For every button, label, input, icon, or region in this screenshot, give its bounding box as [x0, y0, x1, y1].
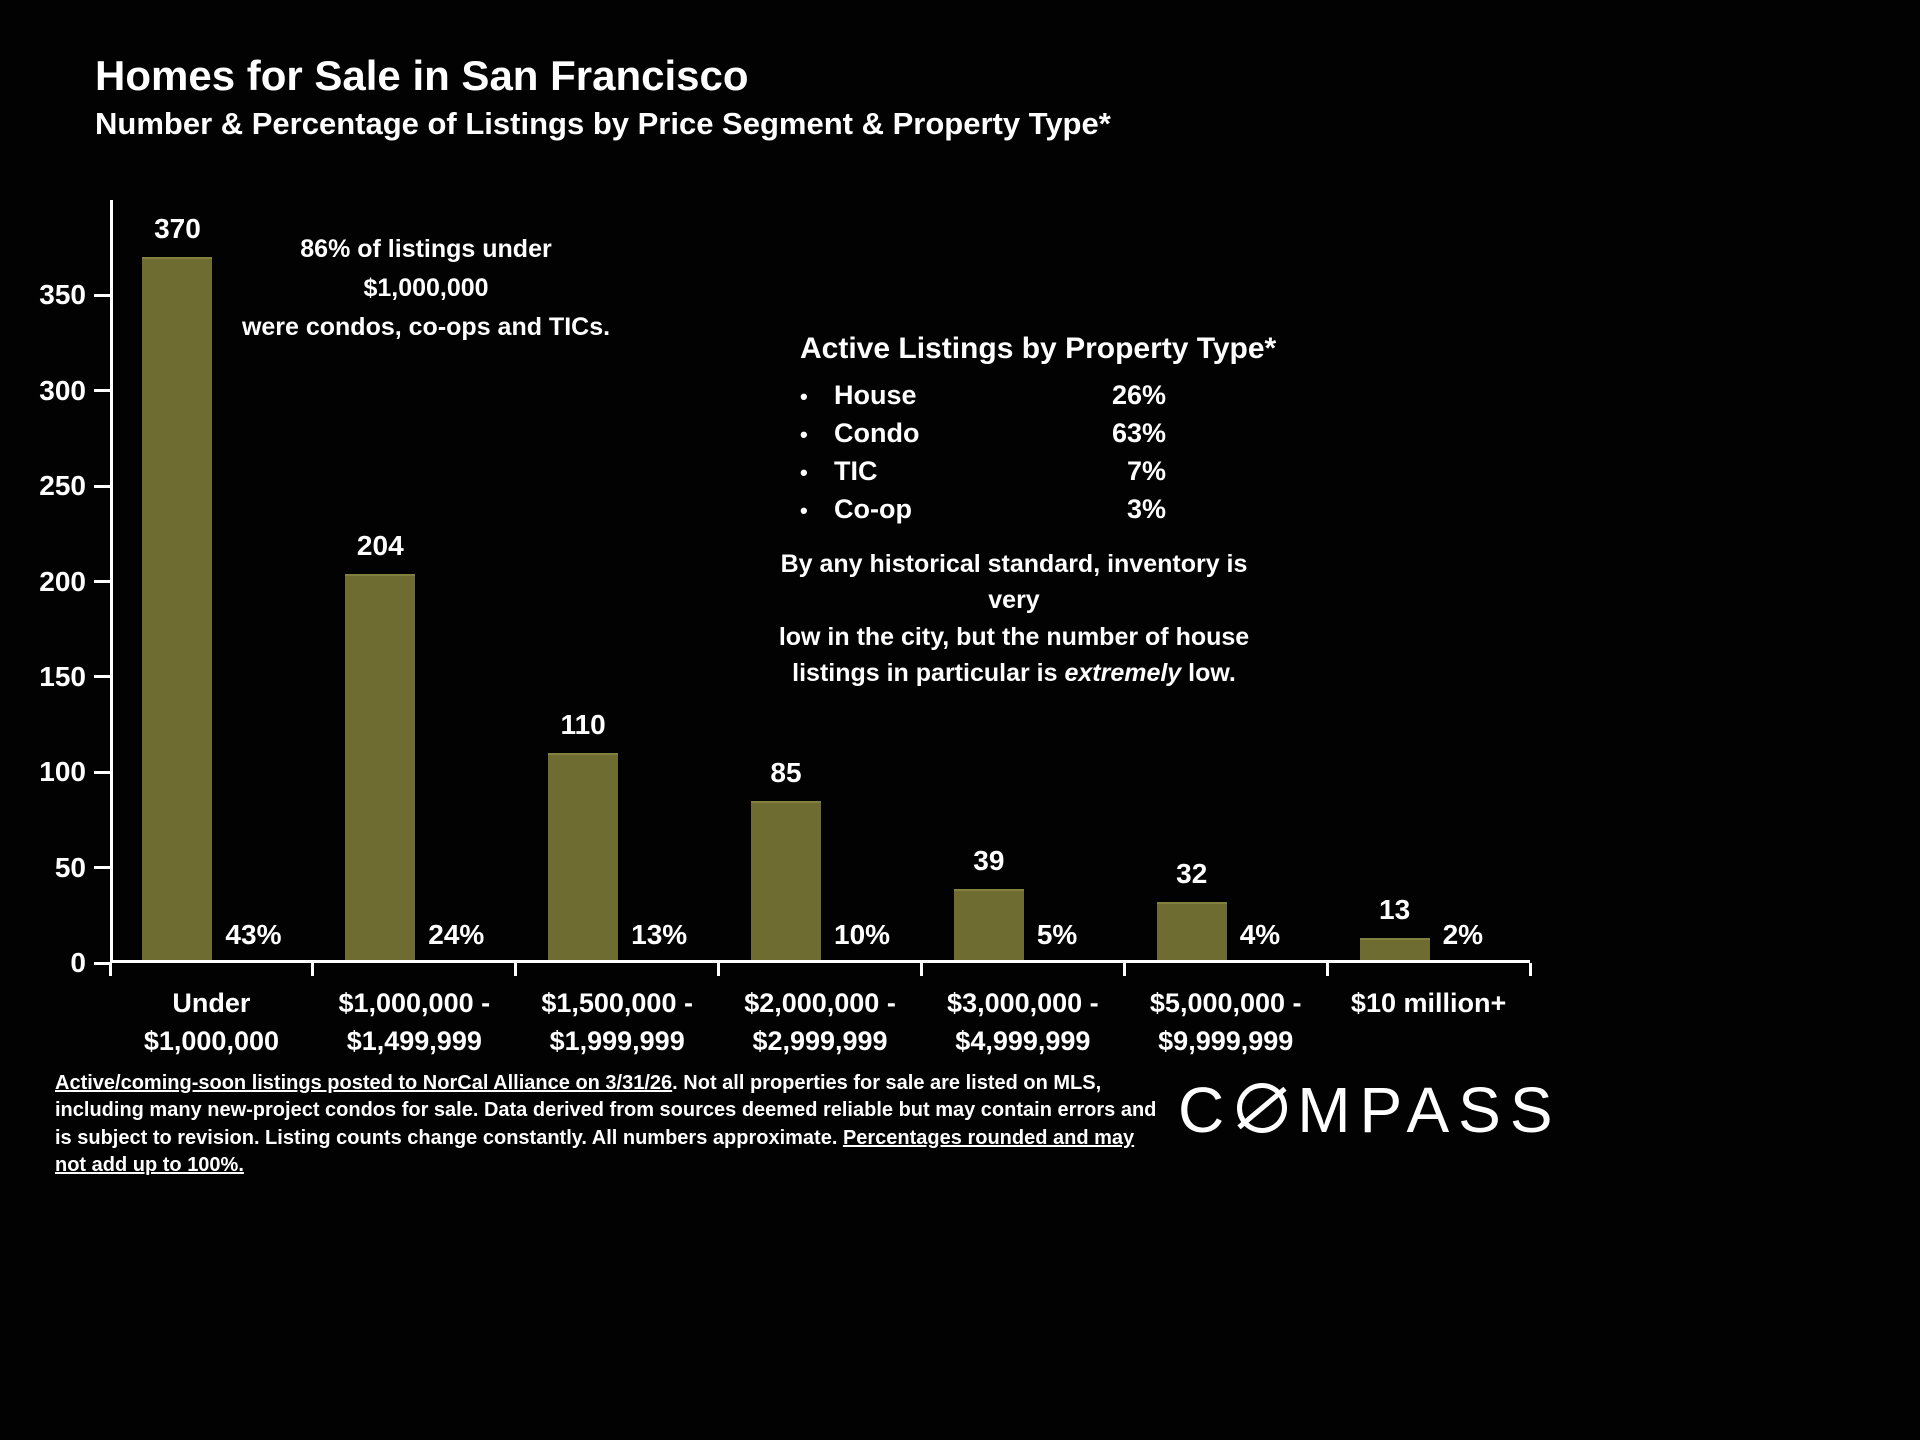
property-type-label: House [834, 380, 917, 410]
x-axis-line [110, 960, 1530, 963]
footnote-underlined-source: Active/coming-soon listings posted to No… [55, 1072, 673, 1094]
bar-value-label: 39 [973, 845, 1005, 876]
property-type-label: TIC [834, 456, 878, 486]
annotation-inventory-emphasis: extremely [1064, 658, 1182, 687]
bar-group: 32 4% $5,000,000 - $9,999,999 [1124, 200, 1327, 1056]
property-type-label: Co-op [834, 494, 912, 524]
x-tick-mark [1325, 963, 1329, 976]
property-type-row: • Co-op 3% [800, 494, 1166, 525]
footnote-underlined-percentages: Percentages rounded and may not add up t… [55, 1126, 1135, 1177]
y-tick-mark [94, 293, 110, 297]
bar [345, 574, 416, 963]
property-type-title: Active Listings by Property Type* [800, 332, 1277, 365]
y-tick-mark [94, 580, 110, 583]
y-tick-label: 150 [39, 660, 86, 692]
footnote: Active/coming-soon listings posted to No… [55, 1070, 1170, 1180]
logo-letters-mpass: MPASS [1297, 1074, 1562, 1146]
y-tick-mark [94, 770, 110, 774]
property-type-row: • TIC 7% [800, 456, 1166, 487]
x-axis-category-label: $1,500,000 - $1,999,999 [541, 988, 693, 1056]
bar-group: 204 24% $1,000,000 - $1,499,999 [313, 200, 516, 1056]
bar-percent-label: 10% [834, 919, 891, 950]
property-type-row: • Condo 63% [800, 418, 1166, 449]
bar [1359, 938, 1430, 963]
bullet-icon: • [800, 460, 808, 485]
page-title: Homes for Sale in San Francisco [95, 52, 749, 99]
bar-value-label: 85 [770, 757, 802, 788]
y-tick-label: 50 [54, 851, 86, 883]
property-type-percent: 7% [1126, 456, 1166, 486]
y-tick-mark [94, 389, 110, 393]
y-tick-label: 200 [39, 565, 86, 597]
x-tick-mark [1528, 963, 1532, 976]
bar [953, 889, 1024, 963]
bar-value-label: 370 [154, 213, 201, 244]
x-axis-category-label: $3,000,000 - $4,999,999 [947, 988, 1099, 1056]
bar-group: 110 13% $1,500,000 - $1,999,999 [516, 200, 719, 1056]
property-type-percent: 63% [1111, 418, 1166, 448]
annotation-inventory-text-end: low. [1181, 658, 1236, 687]
property-type-list: • House 26% • Condo 63% • TIC 7% • Co-op 3% [800, 380, 1166, 525]
y-tick-label: 250 [39, 470, 86, 502]
annotation-inventory: By any historical standard, inventory is… [752, 546, 1276, 691]
y-axis-line [110, 200, 113, 963]
y-tick-label: 350 [39, 279, 86, 311]
property-type-panel: Active Listings by Property Type* • House… [800, 332, 1277, 532]
bars-area: 370 43% Under $1,000,000 204 24% $1,000,000 -… [110, 200, 1530, 1056]
x-tick-mark [311, 963, 315, 976]
compass-needle-icon [1237, 1086, 1287, 1130]
x-tick-mark [108, 963, 112, 976]
bar-value-label: 32 [1176, 858, 1208, 889]
annotation-under-1m: 86% of listings under $1,000,000 were co… [241, 235, 611, 341]
bar-percent-label: 4% [1239, 919, 1281, 950]
x-axis-category-label: $5,000,000 - $9,999,999 [1149, 988, 1302, 1056]
bar-group: 370 43% Under $1,000,000 [110, 200, 313, 1056]
bar [142, 257, 213, 963]
x-tick-mark [514, 963, 518, 976]
compass-logo: C MPASS [1178, 1078, 1562, 1142]
compass-o-icon [1237, 1083, 1288, 1133]
bar-group: 13 2% $10 million+ [1327, 200, 1530, 1018]
bar [1156, 902, 1227, 963]
bar-group: 39 5% $3,000,000 - $4,999,999 [921, 200, 1124, 1056]
bar-percent-label: 13% [631, 919, 688, 950]
page-subtitle: Number & Percentage of Listings by Price… [95, 106, 1111, 141]
y-tick-mark [94, 866, 110, 870]
bar-percent-label: 5% [1036, 919, 1078, 950]
property-type-row: • House 26% [800, 380, 1166, 411]
bar-percent-label: 43% [225, 919, 282, 950]
footnote-body: . Not all properties for sale are listed… [55, 1072, 1157, 1149]
y-tick-mark [94, 484, 110, 488]
bar [548, 753, 619, 963]
x-axis-category-label: $10 million+ [1350, 988, 1507, 1018]
bar-value-label: 110 [560, 709, 606, 740]
x-axis-category-label: $2,000,000 - $2,999,999 [744, 988, 896, 1056]
bar-percent-label: 2% [1442, 919, 1484, 950]
y-tick-label: 0 [70, 947, 86, 978]
bar [751, 801, 821, 963]
y-tick-label: 100 [39, 756, 86, 788]
property-type-percent: 3% [1126, 494, 1166, 524]
bar-chart: 370 43% Under $1,000,000 204 24% $1,000,000 -… [39, 200, 1532, 1056]
annotation-inventory-text: By any historical standard, inventory is… [778, 550, 1250, 687]
bar-group: 85 10% $2,000,000 - $2,999,999 [719, 200, 922, 1056]
logo-letter-c: C [1178, 1074, 1234, 1146]
bullet-icon: • [800, 498, 808, 523]
y-tick-mark [94, 961, 110, 965]
bullet-icon: • [800, 422, 808, 447]
bar-value-label: 204 [356, 530, 404, 561]
y-tick-label: 300 [39, 374, 86, 406]
x-axis-category-label: Under $1,000,000 [143, 988, 279, 1056]
bullet-icon: • [800, 384, 808, 409]
x-tick-mark [919, 963, 923, 976]
x-tick-mark [717, 963, 721, 976]
property-type-label: Condo [834, 418, 920, 448]
x-tick-mark [1122, 963, 1126, 976]
bar-value-label: 13 [1379, 894, 1411, 925]
x-axis-category-label: $1,000,000 - $1,499,999 [338, 988, 491, 1056]
bar-percent-label: 24% [428, 919, 485, 950]
property-type-percent: 26% [1111, 380, 1166, 410]
y-tick-mark [94, 675, 110, 679]
